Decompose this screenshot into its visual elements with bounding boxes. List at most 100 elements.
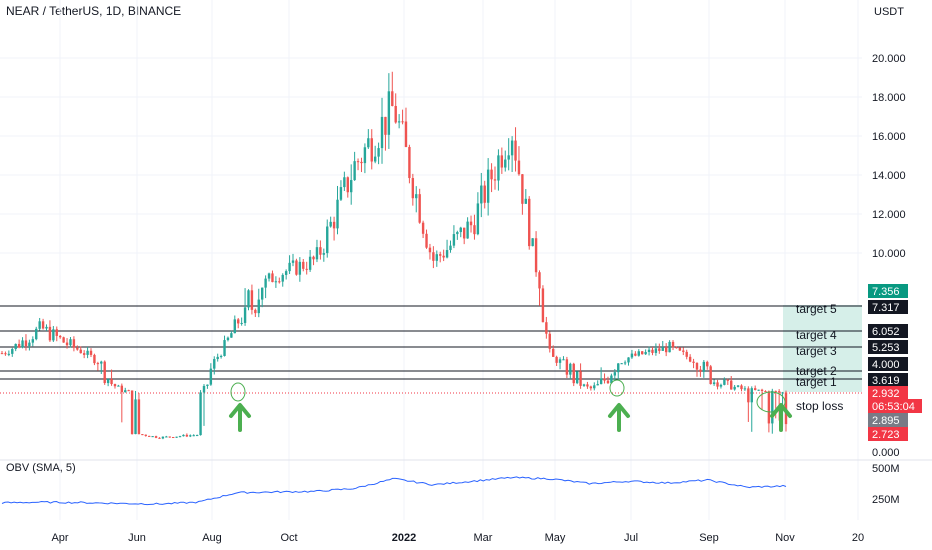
candle-body <box>760 389 764 392</box>
candle-body <box>185 434 189 437</box>
candle-body <box>500 155 504 168</box>
candle-body <box>504 159 507 168</box>
candle-body <box>141 434 144 436</box>
candle-body <box>627 357 630 363</box>
candle-body <box>675 347 678 349</box>
price-tag-bg <box>868 386 908 400</box>
candle-body <box>195 435 199 437</box>
candle-body <box>599 378 603 385</box>
candle-body <box>257 299 260 314</box>
candle-body <box>408 146 411 179</box>
candle-body <box>206 384 209 386</box>
price-tag-text: 2.932 <box>872 388 900 400</box>
time-tick-label: 20 <box>852 532 864 544</box>
candle-body <box>219 355 223 357</box>
time-tick-label: Sep <box>699 532 719 544</box>
candle-body <box>641 351 644 355</box>
target-label: target 4 <box>796 328 837 342</box>
candle-body <box>558 359 562 363</box>
time-tick-label: May <box>545 532 566 544</box>
candle-body <box>332 221 336 229</box>
candle-body <box>404 121 408 147</box>
price-tag-text: 7.317 <box>872 302 900 314</box>
candle-body <box>106 379 110 384</box>
candle-body <box>319 247 322 255</box>
candle-body <box>617 363 620 373</box>
candle-body <box>586 384 589 387</box>
candle-body <box>606 380 610 384</box>
candle-body <box>613 372 617 376</box>
candle-body <box>41 321 45 329</box>
candle-body <box>274 281 278 283</box>
up-arrow-icon <box>608 403 630 432</box>
candle-body <box>456 232 459 235</box>
candle-body <box>4 353 7 355</box>
candlesticks <box>0 71 788 440</box>
candle-body <box>329 221 332 227</box>
candle-body <box>545 322 548 334</box>
candle-body <box>230 333 233 338</box>
time-tick-label: Oct <box>280 532 297 544</box>
candle-body <box>69 339 72 346</box>
candle-body <box>130 390 134 435</box>
price-tick-label: 0.000 <box>872 447 900 459</box>
time-tick-label: Jul <box>624 532 638 544</box>
circle-mark <box>230 382 246 402</box>
price-tag-bg <box>868 340 908 354</box>
candle-body <box>473 225 476 235</box>
candle-body <box>226 337 230 341</box>
grid-lines <box>0 0 932 520</box>
candle-body <box>771 390 774 424</box>
candle-body <box>373 156 377 162</box>
candle-body <box>278 281 281 283</box>
target-zone <box>783 305 862 392</box>
candle-body <box>524 198 528 204</box>
candle-body <box>637 351 640 356</box>
candle-body <box>688 356 692 362</box>
candle-body <box>113 384 117 387</box>
time-tick-label: Aug <box>202 532 222 544</box>
obv-tick-label: 250M <box>872 494 900 506</box>
annotation-marks <box>229 379 792 432</box>
candle-body <box>336 199 339 229</box>
candle-body <box>52 329 55 341</box>
candle-body <box>291 260 295 263</box>
candle-body <box>723 379 726 385</box>
candle-body <box>620 363 623 365</box>
time-tick-label: Mar <box>474 532 493 544</box>
price-tick-label: 12.000 <box>872 209 906 221</box>
circle-mark <box>756 391 786 413</box>
candle-body <box>531 238 534 247</box>
candle-body <box>271 273 274 283</box>
candle-body <box>781 392 784 394</box>
candle-body <box>644 351 647 355</box>
candle-body <box>774 390 777 392</box>
candle-body <box>281 274 284 282</box>
candle-body <box>589 386 593 389</box>
candle-body <box>562 359 565 361</box>
candle-body <box>134 399 137 435</box>
price-tag-bg <box>868 284 908 298</box>
candle-body <box>668 341 671 353</box>
candle-body <box>326 226 329 254</box>
candle-body <box>189 435 192 437</box>
candle-body <box>709 366 712 385</box>
candle-body <box>753 388 757 390</box>
candle-body <box>538 272 541 289</box>
price-tag-bg <box>868 427 908 441</box>
price-tag-text: 2.723 <box>872 429 900 441</box>
candle-body <box>767 391 771 424</box>
candle-body <box>137 399 141 435</box>
candle-body <box>82 353 86 355</box>
price-tag-text: 2.895 <box>872 415 900 427</box>
candle-body <box>356 161 360 163</box>
candle-body <box>603 378 606 381</box>
candle-body <box>486 169 490 203</box>
candle-body <box>610 375 613 384</box>
candle-body <box>757 389 760 391</box>
candle-body <box>48 326 52 341</box>
up-arrow-icon <box>770 403 792 432</box>
candle-body <box>298 261 302 275</box>
arrow-head <box>608 403 630 418</box>
